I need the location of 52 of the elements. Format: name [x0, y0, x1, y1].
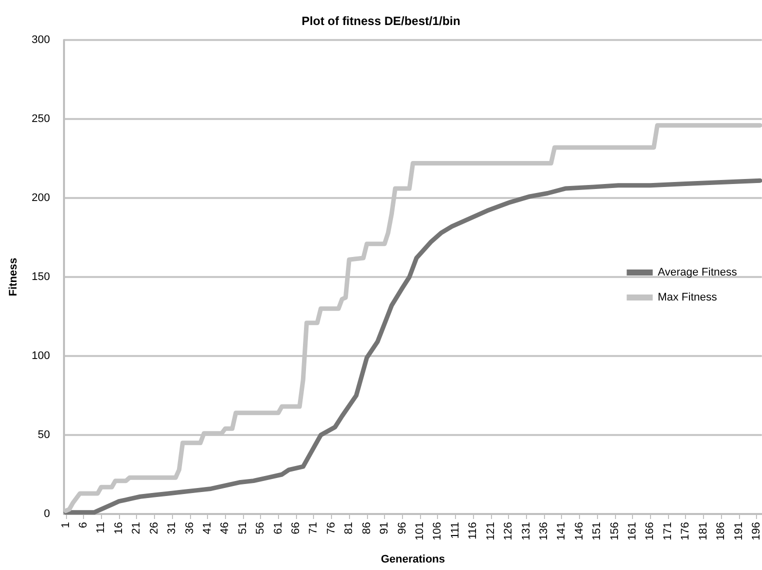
x-tick-label: 136	[538, 522, 550, 540]
y-tick-label: 250	[32, 113, 50, 125]
x-tick-label: 56	[254, 522, 267, 534]
y-tick-label: 150	[32, 271, 50, 283]
x-tick-label: 21	[130, 522, 143, 534]
y-tick-label: 100	[32, 350, 50, 362]
x-tick-label: 151	[591, 522, 604, 540]
x-tick-label: 106	[432, 522, 444, 540]
x-tick-label: 176	[680, 522, 692, 540]
y-tick-label: 300	[32, 34, 50, 46]
x-tick-label: 36	[184, 522, 196, 534]
x-tick-label: 126	[502, 522, 515, 540]
x-tick-label: 61	[272, 522, 284, 534]
x-tick-label: 146	[573, 522, 586, 540]
x-tick-label: 131	[520, 522, 532, 540]
x-tick-label: 81	[343, 522, 356, 534]
y-tick-label: 0	[44, 508, 50, 520]
legend-label: Average Fitness	[658, 266, 738, 278]
x-tick-label: 6	[77, 522, 90, 528]
x-tick-label: 76	[325, 522, 338, 534]
x-tick-label: 141	[556, 522, 568, 540]
x-tick-label: 16	[112, 522, 125, 534]
x-tick-label: 86	[360, 522, 373, 534]
legend-label: Max Fitness	[658, 292, 718, 304]
x-tick-label: 111	[449, 522, 462, 539]
x-tick-label: 66	[290, 522, 302, 534]
x-tick-label: 156	[608, 522, 621, 540]
x-tick-label: 71	[308, 522, 320, 534]
x-tick-label: 1	[60, 522, 72, 528]
chart-title: Plot of fitness DE/best/1/bin	[302, 14, 460, 28]
y-axis-title: Fitness	[8, 258, 20, 296]
x-tick-label: 96	[396, 522, 408, 534]
y-tick-label: 50	[38, 429, 50, 441]
y-tick-label: 200	[32, 192, 50, 204]
x-tick-label: 161	[626, 522, 639, 540]
x-tick-label: 116	[467, 522, 480, 540]
x-tick-label: 51	[236, 522, 249, 534]
x-tick-label: 196	[750, 522, 762, 540]
x-tick-label: 31	[166, 522, 178, 534]
x-tick-label: 11	[95, 522, 108, 534]
x-tick-label: 121	[484, 522, 497, 540]
x-tick-label: 186	[715, 522, 728, 540]
x-tick-label: 191	[732, 522, 745, 540]
x-tick-label: 166	[644, 522, 656, 540]
x-tick-label: 101	[414, 522, 426, 540]
x-axis-title: Generations	[380, 554, 446, 566]
x-tick-label: 26	[148, 522, 160, 534]
x-tick-label: 171	[662, 522, 674, 540]
x-tick-label: 46	[219, 522, 232, 534]
x-tick-label: 91	[378, 522, 391, 534]
x-tick-label: 41	[201, 522, 214, 534]
x-tick-label: 181	[697, 522, 710, 540]
